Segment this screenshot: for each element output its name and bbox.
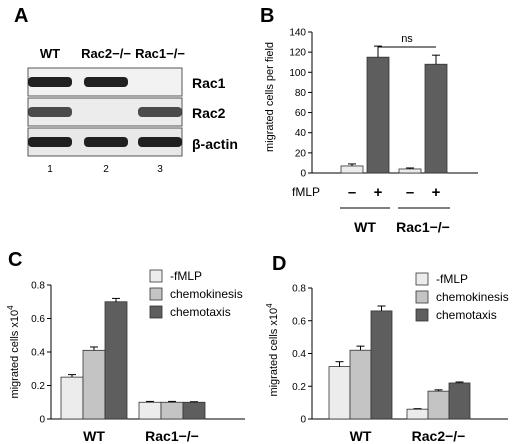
chart-c-y-tick-label: 0.8: [31, 281, 45, 292]
chart-c-legend-swatch: [149, 305, 163, 319]
blot-row-label-beta-actin: β-actin: [192, 136, 238, 152]
chart-d-bar: [328, 366, 351, 420]
chart-b-group-label: Rac1−/−: [396, 219, 450, 235]
chart-b-y-tick-label: 60: [295, 108, 307, 119]
blot-band-row1-lane1: [28, 107, 72, 117]
chart-c-bar: [160, 401, 184, 420]
chart-c-legend-label: chemotaxis: [170, 305, 231, 319]
panel-letter-a: A: [14, 5, 28, 27]
chart-b: migrated cells per field 0 20 40 60 80 100 120…: [264, 28, 478, 235]
chart-d-bar: [427, 390, 450, 420]
chart-b-y-tick-label: 100: [289, 68, 306, 79]
chart-d-y-label-text: migrated cells x10: [268, 308, 280, 397]
chart-c-y-label: migrated cells x104: [6, 305, 21, 399]
chart-c-x-category-label: WT: [83, 428, 105, 444]
chart-b-group-label: WT: [354, 219, 376, 235]
chart-b-bar: [366, 56, 390, 174]
chart-d-y-tick-label: 0.8: [292, 284, 306, 295]
chart-d-y-tick-label: 0.2: [292, 382, 306, 393]
chart-d-bar: [370, 310, 393, 420]
chart-d-y-tick-label: 0.6: [292, 316, 306, 327]
chart-d-bar: [349, 349, 372, 420]
chart-b-treatment-level: –: [406, 184, 414, 201]
blot-band-row2-lane2: [84, 137, 128, 147]
chart-d-y-tick-label: 0.4: [292, 349, 306, 360]
chart-d-y-tick-label: 0: [300, 415, 306, 426]
chart-c: migrated cells x104 0 0.2 0.4 0.6 0.8 WT Rac1…: [6, 269, 245, 444]
blot-row-label-rac2: Rac2: [192, 105, 226, 121]
lane-number-3: 3: [157, 164, 163, 175]
chart-c-y-tick-label: 0.2: [31, 381, 45, 392]
chart-b-bar: [398, 168, 422, 174]
blot-band-row2-lane3: [138, 137, 182, 147]
chart-c-y-tick-label: 0.6: [31, 314, 45, 325]
blot-band-row0-lane1: [28, 77, 72, 87]
chart-b-y-tick-label: 20: [295, 148, 307, 159]
chart-b-y-tick-label: 140: [289, 28, 306, 39]
chart-b-significance-label: ns: [401, 33, 413, 45]
chart-c-y-label-sup: 4: [6, 305, 15, 310]
chart-c-legend-label: -fMLP: [170, 269, 202, 283]
chart-c-y-tick-label: 0.4: [31, 348, 45, 359]
chart-d-bar: [448, 382, 471, 420]
chart-c-legend-label: chemokinesis: [170, 287, 243, 301]
chart-c-y-label-text: migrated cells x10: [9, 310, 21, 399]
chart-d-y-label: migrated cells x104: [265, 303, 280, 397]
chart-c-bar: [82, 349, 106, 420]
chart-c-legend-swatch: [149, 287, 163, 301]
chart-d-x-category-label: WT: [350, 428, 372, 444]
blot-band-row1-lane3: [138, 107, 182, 117]
chart-d-legend-swatch: [415, 308, 429, 322]
chart-b-bar: [340, 165, 364, 174]
chart-c-legend-swatch: [149, 269, 163, 283]
chart-d-y-label-sup: 4: [265, 303, 274, 308]
lane-number-1: 1: [47, 164, 53, 175]
panel-letter-c: C: [8, 249, 22, 271]
chart-c-bar: [104, 301, 128, 420]
chart-c-bar: [60, 376, 84, 420]
blot-band-row0-lane2: [84, 77, 128, 87]
blot-column-rac1-ko: Rac1−/−: [135, 46, 185, 61]
chart-d-legend-swatch: [415, 272, 429, 286]
blot-column-wt: WT: [40, 46, 60, 61]
chart-b-y-label: migrated cells per field: [264, 42, 276, 152]
chart-c-bar: [138, 401, 162, 420]
chart-d-legend-label: chemotaxis: [436, 308, 497, 322]
chart-b-y-tick-label: 0: [300, 169, 306, 180]
chart-b-treatment-level: +: [432, 184, 441, 201]
blot-row-label-rac1: Rac1: [192, 75, 226, 91]
chart-d-legend-label: -fMLP: [436, 272, 468, 286]
blot-band-row2-lane1: [28, 137, 72, 147]
chart-d-x-category-label: Rac2−/−: [412, 428, 466, 444]
chart-c-y-tick-label: 0: [39, 415, 45, 426]
panel-letter-d: D: [272, 253, 286, 275]
chart-c-x-category-label: Rac1−/−: [145, 428, 199, 444]
chart-b-y-tick-label: 120: [289, 48, 306, 59]
chart-b-y-tick-label: 80: [295, 88, 307, 99]
lane-number-2: 2: [103, 164, 109, 175]
chart-b-y-tick-label: 40: [295, 128, 307, 139]
chart-b-treatment-label: fMLP: [292, 185, 320, 199]
chart-d-legend-swatch: [415, 290, 429, 304]
blot-column-rac2-ko: Rac2−/−: [81, 46, 131, 61]
chart-b-treatment-level: +: [374, 184, 383, 201]
chart-b-bar: [424, 63, 448, 174]
chart-d-bar: [406, 408, 429, 420]
chart-b-treatment-level: –: [348, 184, 356, 201]
chart-d-legend-label: chemokinesis: [436, 290, 509, 304]
chart-c-bar: [182, 401, 206, 420]
chart-d: migrated cells x104 0 0.2 0.4 0.6 0.8 WT Rac2…: [265, 272, 509, 444]
western-blot-panel: WT Rac2−/− Rac1−/− Rac1 Rac2 β-actin 1 2…: [27, 46, 238, 175]
panel-letter-b: B: [260, 5, 274, 27]
